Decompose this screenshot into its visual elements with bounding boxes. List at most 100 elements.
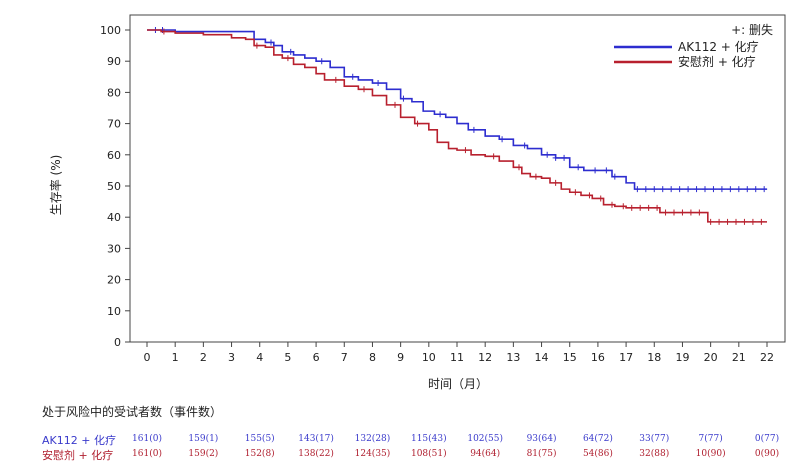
censor-mark: [671, 209, 677, 216]
legend-entry: AK112 + 化疗: [678, 40, 759, 54]
y-tick-label: 0: [114, 336, 121, 349]
censor-mark: [561, 154, 568, 161]
risk-cell: 10(90): [695, 449, 726, 459]
censor-mark: [552, 179, 559, 186]
risk-cell: 159(1): [188, 434, 219, 444]
censor-mark: [727, 186, 734, 193]
x-tick-label: 22: [760, 351, 774, 364]
y-tick-label: 80: [107, 86, 121, 99]
y-tick-label: 60: [107, 149, 121, 162]
x-axis-label: 时间（月）: [428, 377, 488, 391]
censor-mark: [318, 58, 325, 65]
risk-cell: 138(22): [298, 449, 334, 459]
risk-cell: 124(35): [354, 449, 391, 459]
censor-mark: [575, 164, 582, 171]
censor-mark: [651, 186, 658, 193]
risk-cell: 152(8): [244, 449, 275, 459]
risk-cell: 33(77): [639, 434, 670, 444]
censor-mark: [749, 218, 756, 225]
censor-mark: [375, 80, 382, 87]
censor-mark: [268, 39, 274, 46]
censor-mark: [744, 186, 751, 193]
censor-mark: [659, 186, 666, 193]
censor-mark: [521, 142, 528, 149]
x-tick-label: 11: [450, 351, 464, 364]
x-tick-label: 1: [172, 351, 179, 364]
x-tick-label: 21: [732, 351, 746, 364]
risk-cell: 54(86): [582, 449, 613, 459]
censor-mark: [361, 86, 367, 93]
x-tick-label: 4: [256, 351, 263, 364]
censor-mark: [287, 48, 294, 55]
risk-row-placebo: 安慰剂 + 化疗 161(0) 159(2) 152(8) 138(22) 124(35)…: [0, 447, 800, 463]
censor-mark: [462, 147, 469, 154]
censor-mark: [662, 209, 669, 216]
censor-mark: [702, 186, 708, 193]
censor-mark: [437, 111, 444, 118]
censor-mark: [253, 42, 260, 49]
survival-curve-ak112: [147, 29, 767, 190]
censor-mark: [572, 189, 579, 196]
censor-mark: [642, 186, 649, 193]
censor-mark: [637, 204, 644, 211]
x-tick-label: 10: [422, 351, 436, 364]
censor-mark: [654, 204, 661, 211]
censor-mark: [761, 186, 768, 193]
censor-mark: [544, 151, 551, 158]
risk-cell: 7(77): [698, 434, 723, 444]
y-tick-label: 50: [107, 180, 121, 193]
censor-mark: [160, 28, 167, 35]
risk-cell: 0(77): [754, 434, 780, 444]
x-tick-label: 19: [675, 351, 689, 364]
censor-mark: [611, 173, 618, 180]
censor-mark: [752, 186, 759, 193]
x-tick-label: 14: [535, 351, 549, 364]
censor-mark: [470, 126, 477, 133]
risk-cell: 108(51): [410, 449, 447, 459]
censor-mark: [628, 204, 635, 211]
y-tick-label: 100: [100, 24, 121, 37]
censor-mark: [676, 186, 683, 193]
x-tick-label: 7: [341, 351, 348, 364]
risk-cell: 115(43): [410, 434, 447, 444]
legend-entry: 安慰剂 + 化疗: [678, 54, 756, 69]
censor-mark: [499, 136, 506, 143]
risk-cell: 81(75): [526, 449, 557, 459]
censor-mark: [597, 195, 604, 202]
risk-table-title: 处于风险中的受试者数（事件数）: [42, 405, 223, 419]
survival-curve-placebo: [147, 29, 767, 223]
censor-mark: [758, 218, 765, 225]
x-tick-label: 2: [200, 351, 207, 364]
y-axis-label: 生存率 (%): [48, 155, 63, 216]
x-tick-label: 6: [313, 351, 320, 364]
risk-row-ak112: AK112 + 化疗 161(0) 159(1) 155(5) 143(17) 132(2…: [0, 432, 800, 448]
risk-cell: 0(90): [754, 449, 780, 459]
censor-mark: [552, 154, 559, 161]
risk-row-label: AK112 + 化疗: [42, 434, 116, 447]
censor-mark: [685, 186, 692, 193]
x-tick-label: 18: [647, 351, 661, 364]
risk-cell: 93(64): [526, 434, 557, 444]
censor-mark: [392, 101, 398, 108]
censor-mark: [724, 218, 731, 225]
x-tick-label: 3: [228, 351, 235, 364]
x-tick-label: 17: [619, 351, 633, 364]
censor-mark: [592, 167, 599, 174]
censor-mark: [609, 201, 615, 208]
censor-mark: [645, 204, 652, 211]
risk-cell: 159(2): [188, 449, 219, 459]
censor-mark: [634, 186, 641, 193]
risk-cell: 102(55): [467, 434, 503, 444]
censor-mark: [710, 186, 717, 193]
censor-mark: [490, 153, 497, 160]
censor-mark: [693, 186, 700, 193]
x-tick-label: 20: [704, 351, 718, 364]
x-tick-label: 13: [506, 351, 520, 364]
censor-mark: [735, 186, 742, 193]
y-tick-label: 70: [107, 118, 121, 131]
x-tick-label: 12: [478, 351, 492, 364]
y-tick-label: 40: [107, 211, 121, 224]
censor-mark: [516, 164, 522, 171]
risk-cell: 94(64): [470, 449, 501, 459]
